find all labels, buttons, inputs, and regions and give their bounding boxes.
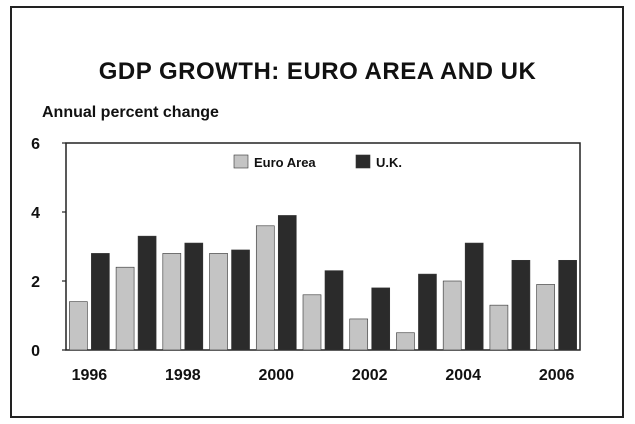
bar-uk-1997 — [137, 235, 157, 351]
plot-area — [65, 142, 581, 351]
bar-euro-area-1997 — [115, 266, 135, 351]
y-tick-label: 0 — [31, 343, 40, 360]
bar-uk-2006 — [558, 259, 577, 351]
chart-title: GDP GROWTH: EURO AREA AND UK — [98, 58, 537, 85]
x-tick-label: 1996 — [72, 367, 108, 384]
legend-label-uk: U.K. — [376, 155, 402, 170]
legend-swatch-euro-area — [233, 154, 249, 169]
bar-uk-1999 — [231, 249, 250, 351]
bar-uk-2003 — [418, 273, 437, 351]
x-tick-label: 2004 — [445, 367, 481, 384]
y-tick-label: 6 — [31, 136, 40, 153]
bar-uk-2000 — [277, 215, 297, 351]
x-tick-label: 2000 — [258, 367, 294, 384]
bar-euro-area-1999 — [209, 253, 228, 351]
x-tick-label: 2002 — [352, 367, 388, 384]
y-tick-label: 4 — [31, 205, 40, 222]
bar-uk-2005 — [511, 259, 531, 351]
x-tick-label: 2006 — [539, 367, 575, 384]
bar-euro-area-2004 — [442, 280, 462, 351]
bar-euro-area-1996 — [69, 301, 88, 351]
bar-euro-area-2003 — [396, 332, 415, 351]
y-tick-label: 2 — [31, 274, 40, 291]
chart-subtitle: Annual percent change — [42, 104, 219, 121]
legend-swatch-uk — [355, 154, 371, 169]
bar-euro-area-1998 — [162, 253, 182, 351]
bar-euro-area-2005 — [489, 304, 509, 351]
bar-euro-area-2001 — [302, 294, 322, 351]
bar-euro-area-2002 — [349, 318, 369, 351]
bar-euro-area-2006 — [536, 284, 555, 351]
bar-euro-area-2000 — [255, 225, 275, 351]
bar-uk-1998 — [184, 242, 204, 351]
x-tick-label: 1998 — [165, 367, 201, 384]
bar-uk-1996 — [91, 253, 110, 351]
legend-label-euro-area: Euro Area — [254, 155, 316, 170]
bar-uk-2002 — [371, 287, 391, 351]
bar-uk-2001 — [324, 270, 344, 351]
bar-uk-2004 — [464, 242, 484, 351]
